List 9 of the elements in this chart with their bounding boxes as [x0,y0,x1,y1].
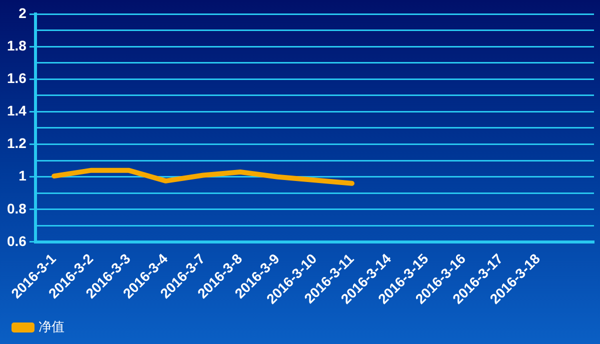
y-tick-label: 1.4 [6,102,27,119]
y-tick-label: 2 [18,4,27,21]
y-tick-label: 0.8 [6,200,27,216]
y-tick-label: 0.6 [6,232,27,249]
y-tick-label: 1 [18,168,27,184]
legend-label: 净值 [38,320,64,335]
y-tick-label: 1.2 [6,135,27,152]
y-tick-label: 1.8 [6,37,27,54]
y-tick-label: 1.6 [6,70,27,86]
